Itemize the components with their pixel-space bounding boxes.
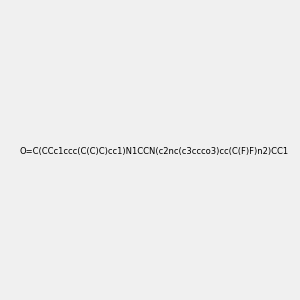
Text: O=C(CCc1ccc(C(C)C)cc1)N1CCN(c2nc(c3ccco3)cc(C(F)F)n2)CC1: O=C(CCc1ccc(C(C)C)cc1)N1CCN(c2nc(c3ccco3… bbox=[19, 147, 288, 156]
